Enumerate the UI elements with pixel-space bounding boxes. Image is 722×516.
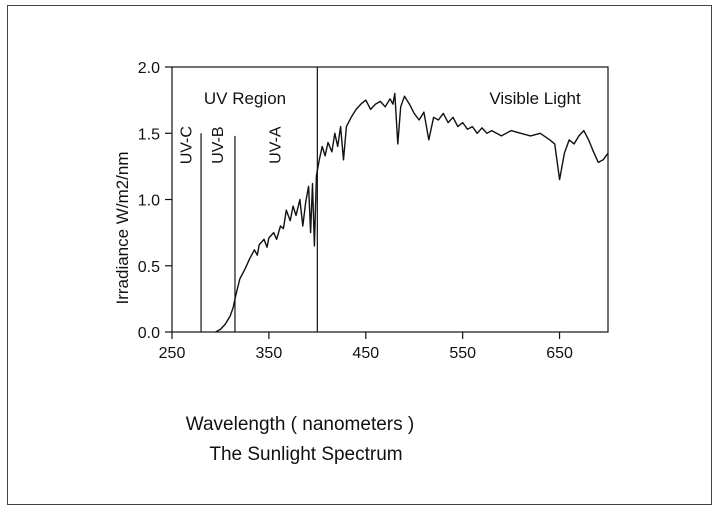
region-label: UV-C [179,126,196,164]
x-tick-label: 650 [546,345,573,362]
y-tick-label: 1.0 [138,193,160,210]
uv-region-label: UV Region [204,89,286,108]
x-axis-label: Wavelength ( nanometers ) [186,414,414,435]
spectrum-series-line [215,92,609,333]
x-tick-label: 550 [449,345,476,362]
y-tick-label: 1.5 [138,126,160,143]
y-tick-label: 0.5 [138,259,160,276]
y-axis-label: Irradiance W/m2/nm [113,151,132,304]
chart-title: The Sunlight Spectrum [209,444,402,465]
x-tick-label: 350 [256,345,283,362]
visible-light-label: Visible Light [489,89,581,108]
x-tick-label: 450 [352,345,379,362]
region-label: UV-A [268,126,285,164]
region-label: UV-B [210,127,227,164]
x-tick-label: 250 [159,345,186,362]
y-tick-label: 0.0 [138,325,160,342]
figure-frame [7,5,712,505]
y-tick-label: 2.0 [138,60,160,77]
